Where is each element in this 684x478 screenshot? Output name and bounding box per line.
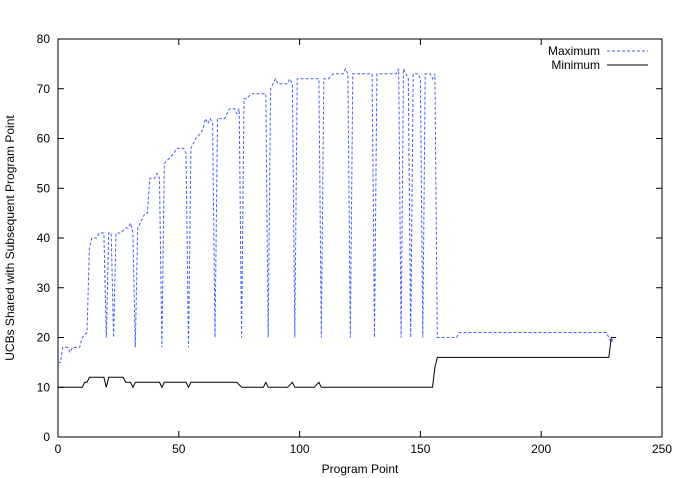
y-tick-label: 50 xyxy=(37,181,51,195)
legend-label-minimum: Minimum xyxy=(551,58,600,72)
x-tick-label: 200 xyxy=(531,442,551,456)
x-axis-label: Program Point xyxy=(322,462,399,476)
y-axis-label: UCBs Shared with Subsequent Program Poin… xyxy=(3,115,17,361)
y-tick-label: 30 xyxy=(37,281,51,295)
plot-layer xyxy=(58,67,617,389)
y-tick-label: 80 xyxy=(37,32,51,46)
y-tick-label: 70 xyxy=(37,82,51,96)
legend-label-maximum: Maximum xyxy=(548,44,600,58)
x-tick-label: 0 xyxy=(55,442,62,456)
x-tick-label: 50 xyxy=(172,442,186,456)
y-tick-label: 40 xyxy=(37,231,51,245)
y-tick-label: 0 xyxy=(43,430,50,444)
y-tick-label: 60 xyxy=(37,132,51,146)
x-tick-label: 250 xyxy=(652,442,672,456)
plot-frame xyxy=(57,38,663,438)
x-tick-label: 150 xyxy=(410,442,430,456)
x-tick-label: 100 xyxy=(290,442,310,456)
series-line-minimum xyxy=(58,337,617,389)
y-tick-label: 10 xyxy=(37,380,51,394)
axes-layer: 0 50 100 150 200 250 0 10 20 30 40 50 60 70 80 xyxy=(37,32,673,456)
y-tick-label: 20 xyxy=(37,331,51,345)
series-line-maximum xyxy=(58,67,617,363)
